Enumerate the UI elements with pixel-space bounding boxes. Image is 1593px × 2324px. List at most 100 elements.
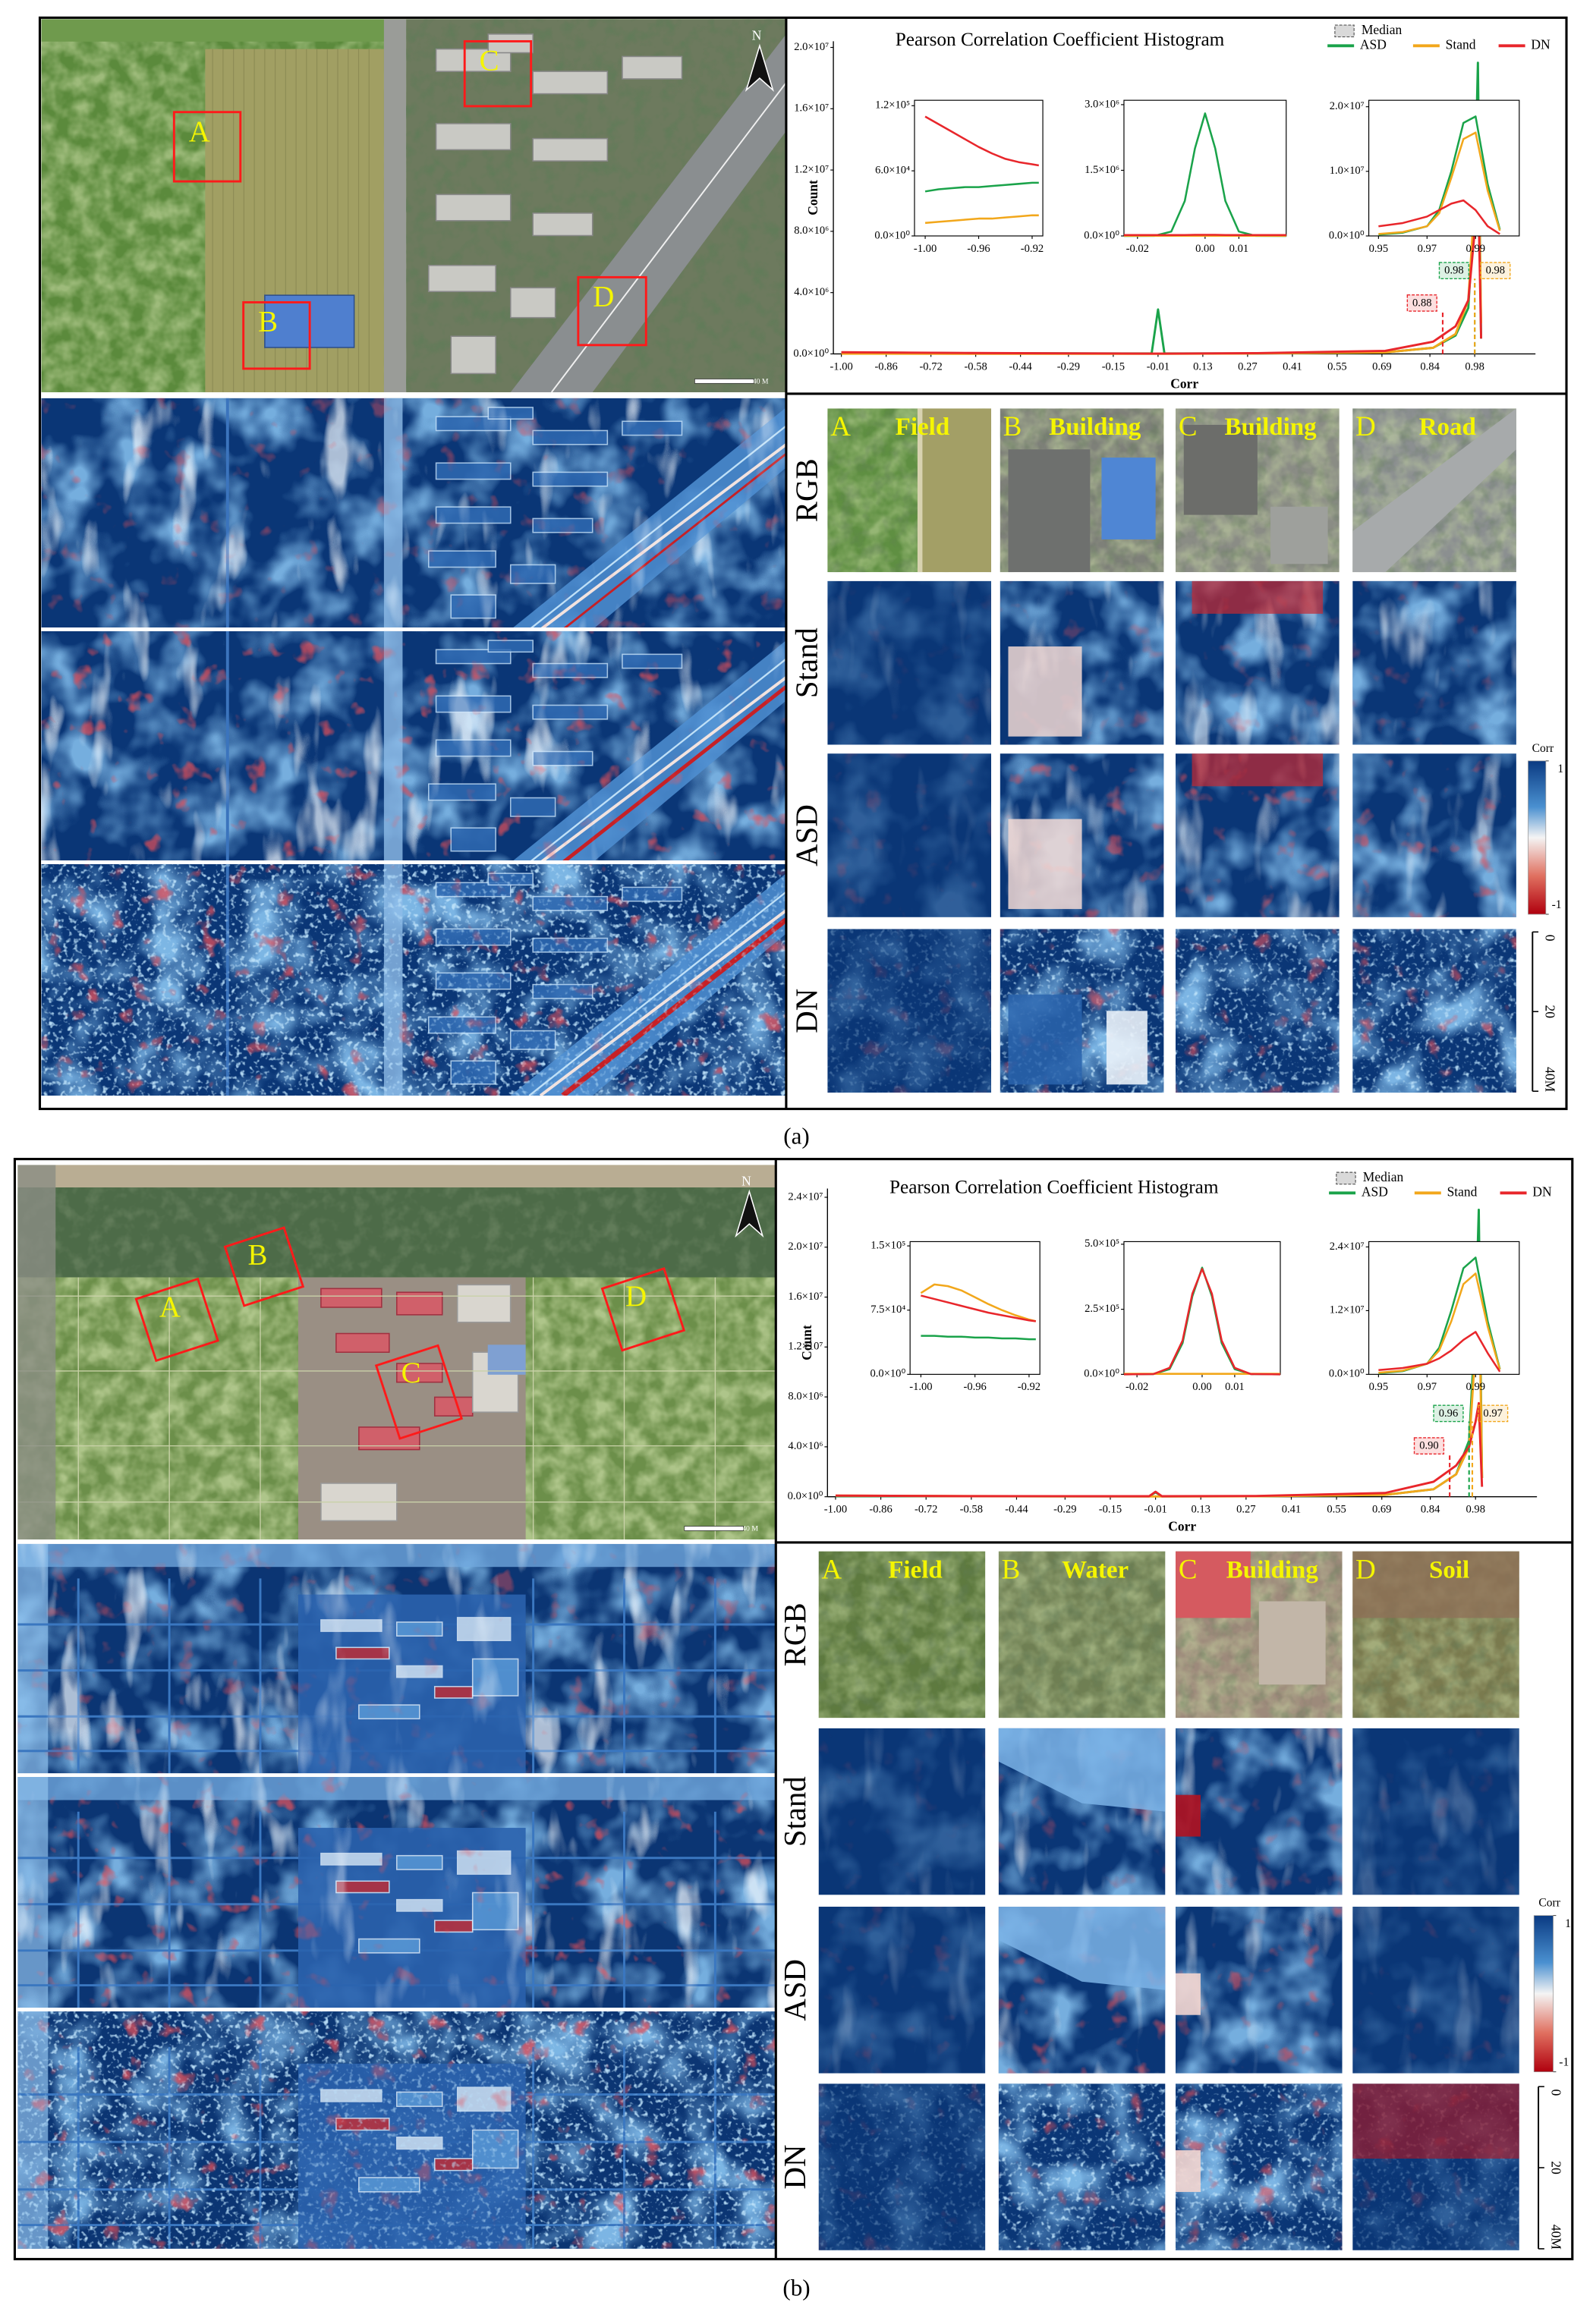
image-panel [818, 2083, 986, 2250]
map-marker [134, 1277, 219, 1363]
image-texture [827, 580, 992, 745]
feature [383, 19, 407, 392]
x-tick-label: 0.98 [1465, 1504, 1484, 1516]
feature [1175, 1973, 1201, 2015]
x-tick-label: 0.95 [1369, 243, 1388, 255]
y-tick-label: 8.0×10⁶ [788, 1390, 823, 1402]
feature [1008, 994, 1082, 1085]
x-tick-label: -0.02 [1126, 243, 1149, 255]
image-panel [998, 1906, 1166, 2074]
image-texture [818, 1906, 986, 2074]
column-letter: B [1003, 410, 1022, 442]
y-tick-label: 2.0×10⁷ [794, 41, 829, 53]
y-tick-label: 4.0×10⁶ [794, 286, 829, 298]
x-tick-label: 0.95 [1369, 1381, 1388, 1393]
x-tick-label: 0.00 [1192, 1381, 1211, 1393]
map-scale-bar [694, 379, 754, 384]
x-tick-label: 0.97 [1418, 243, 1437, 255]
row-title: RGB [778, 1602, 812, 1666]
column-title: Building [1049, 414, 1141, 441]
map-marker [223, 1226, 305, 1307]
image-panel [818, 1906, 986, 2074]
x-tick-label: 0.41 [1283, 360, 1302, 373]
y-tick-label: 1.5×10⁶ [1085, 164, 1119, 176]
image-panel [1352, 1551, 1519, 1719]
image-panel [1175, 1551, 1343, 1719]
series-line [1378, 1272, 1501, 1374]
image-texture [1352, 753, 1516, 917]
x-tick-label: -0.29 [1053, 1504, 1076, 1516]
row-title: DN [789, 989, 823, 1033]
feature [1101, 458, 1156, 539]
y-axis-label: Count [799, 1325, 814, 1360]
feature [428, 265, 496, 292]
image-texture [1352, 580, 1516, 745]
image-panel [827, 580, 992, 745]
y-tick-label: 1.6×10⁷ [788, 1291, 823, 1303]
x-tick-label: -0.86 [869, 1504, 892, 1516]
image-panel [998, 2083, 1166, 2250]
image-panel [1175, 753, 1340, 917]
image-panel [1000, 753, 1164, 917]
north-arrow [745, 43, 774, 92]
image-panel [17, 1776, 776, 2009]
image-panel [827, 929, 992, 1093]
image-texture [1175, 2083, 1343, 2250]
legend-median-swatch [1336, 1171, 1356, 1185]
legend-label: Median [1362, 22, 1403, 37]
x-tick-label: -0.58 [960, 1504, 983, 1516]
y-axis-label: Count [805, 180, 820, 215]
inset-chart: 0.0×10⁰ 1.5×10⁶ 3.0×10⁶ -0.02 0.00 0.01 [1084, 98, 1287, 255]
column-title: Field [896, 414, 950, 441]
image-texture [1175, 929, 1340, 1093]
y-tick-label: 2.4×10⁷ [788, 1190, 823, 1203]
x-tick-label: 0.27 [1238, 360, 1257, 373]
map-label: D [625, 1280, 647, 1313]
feature [396, 1363, 443, 1383]
image-texture [827, 929, 992, 1093]
map-label: A [189, 115, 210, 148]
x-tick-label: -1.00 [914, 243, 937, 255]
inset-frame [1123, 99, 1287, 237]
feature [1106, 1011, 1148, 1085]
feature [435, 193, 512, 222]
map-box [577, 275, 647, 347]
y-tick-label: 0.0×10⁰ [1084, 1368, 1119, 1380]
x-tick-label: -0.44 [1009, 360, 1032, 373]
y-tick-label: 1.0×10⁷ [1330, 165, 1365, 177]
image-panel [1352, 753, 1516, 917]
feature [532, 137, 609, 162]
map-scale-label: 40 M [753, 378, 769, 386]
colorbar [1533, 1915, 1554, 2073]
feature [1192, 580, 1324, 614]
image-panel [41, 863, 786, 1096]
feature [1008, 646, 1082, 737]
series-line [835, 1401, 1484, 1498]
x-tick-label: 0.01 [1225, 1381, 1244, 1393]
colorbar-tick-label: 1 [1565, 1917, 1571, 1930]
x-tick-label: -0.01 [1144, 1504, 1166, 1516]
x-tick-label: 0.99 [1466, 1381, 1485, 1393]
x-axis-label: Corr [1170, 376, 1198, 391]
x-tick-label: -0.58 [964, 360, 987, 373]
row-title: ASD [778, 1959, 812, 2021]
y-tick-label: 0.0×10⁰ [870, 1368, 905, 1380]
row-title: ASD [789, 804, 823, 866]
figure-frame [38, 16, 1568, 1111]
x-tick-label: 0.84 [1420, 360, 1440, 373]
feature [1008, 819, 1082, 910]
y-tick-label: 5.0×10⁵ [1085, 1237, 1119, 1250]
feature [1258, 1601, 1326, 1685]
series-line [1378, 1331, 1501, 1373]
image-panel [1000, 408, 1164, 573]
image-texture [1352, 1728, 1519, 1895]
feature [1175, 1794, 1201, 1837]
x-tick-label: 0.13 [1191, 1504, 1210, 1516]
image-panel [998, 1728, 1166, 1895]
image-texture [41, 398, 786, 630]
feature [435, 123, 512, 151]
x-tick-label: -0.72 [919, 360, 942, 373]
feature [509, 287, 556, 319]
y-tick-label: 0.0×10⁰ [1329, 229, 1365, 241]
